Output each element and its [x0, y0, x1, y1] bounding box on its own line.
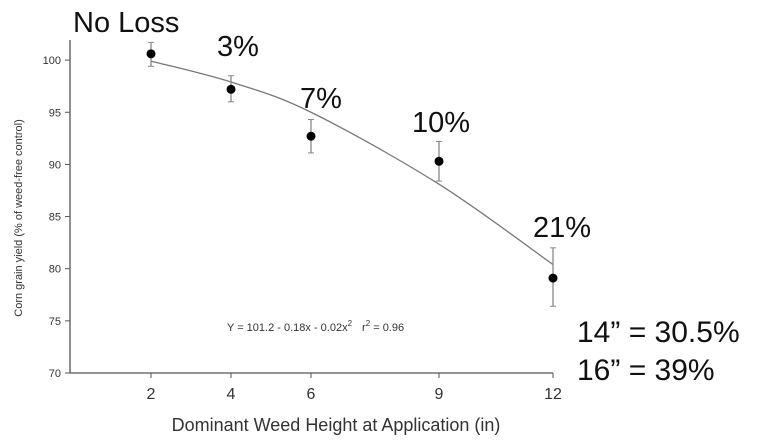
y-axis-label: Corn grain yield (% of weed-free control… — [13, 119, 25, 316]
annotation-7pct: 7% — [300, 83, 342, 115]
annotation-3pct: 3% — [217, 31, 259, 63]
fit-curve — [150, 60, 554, 266]
annotation-10pct: 10% — [412, 107, 471, 139]
y-tick-label: 80 — [49, 264, 61, 276]
annotation-21pct: 21% — [533, 212, 592, 244]
x-tick-label: 12 — [544, 386, 562, 403]
data-point — [548, 273, 558, 283]
x-axis-label: Dominant Weed Height at Application (in) — [172, 415, 501, 435]
y-tick-label: 100 — [43, 55, 61, 67]
x-tick-label: 4 — [227, 386, 236, 403]
data-point — [306, 131, 316, 141]
x-tick-label: 9 — [435, 386, 444, 403]
note-16in: 16” = 39% — [577, 354, 715, 387]
annotation-no-loss: No Loss — [73, 7, 180, 39]
x-tick-label: 6 — [307, 386, 316, 403]
y-tick-label: 70 — [49, 368, 61, 380]
y-tick-label: 75 — [49, 316, 61, 328]
x-tick-label: 2 — [147, 386, 156, 403]
data-point — [226, 84, 236, 94]
note-14in: 14” = 30.5% — [577, 316, 740, 349]
y-tick-label: 95 — [49, 107, 61, 119]
data-point — [146, 49, 156, 59]
data-point — [434, 156, 444, 166]
y-tick-label: 90 — [49, 159, 61, 171]
y-tick-label: 85 — [49, 212, 61, 224]
equation: Y = 101.2 - 0.18x - 0.02x2 r2 = 0.96 — [227, 319, 404, 334]
